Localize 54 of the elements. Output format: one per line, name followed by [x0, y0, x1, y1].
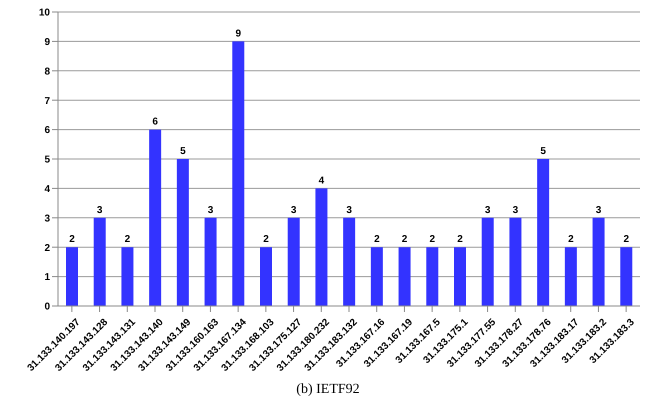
bar — [592, 218, 605, 306]
bar — [149, 130, 162, 306]
data-label: 2 — [402, 234, 408, 246]
data-label: 4 — [318, 175, 325, 186]
bar — [370, 247, 383, 306]
bar — [398, 247, 411, 306]
bar — [176, 159, 189, 306]
y-tick-label: 6 — [44, 125, 50, 136]
data-label: 3 — [484, 204, 491, 216]
text: (b) IETF92 — [295, 382, 361, 398]
y-tick-label: 5 — [44, 154, 50, 166]
bar — [204, 218, 217, 306]
data-label: 6 — [152, 116, 158, 128]
bar — [260, 247, 272, 306]
bar — [94, 218, 106, 306]
y-tick-label: 9 — [44, 36, 50, 48]
data-label: 9 — [236, 28, 242, 40]
y-tick-label: 4 — [44, 184, 50, 195]
data-label: 3 — [346, 204, 352, 216]
bar — [564, 247, 577, 306]
bar — [288, 218, 300, 306]
bar — [454, 247, 466, 306]
bar — [343, 218, 356, 306]
data-label: 3 — [512, 204, 519, 216]
data-label: 3 — [208, 204, 214, 216]
data-label: 2 — [568, 234, 574, 246]
data-label: 2 — [457, 234, 464, 246]
bar — [66, 247, 78, 306]
bar — [620, 247, 632, 306]
data-label: 2 — [430, 234, 436, 246]
bar — [509, 218, 522, 306]
data-label: 3 — [290, 204, 297, 216]
data-label: 3 — [96, 204, 103, 216]
data-label: 2 — [624, 234, 630, 246]
bar — [426, 247, 438, 306]
bar — [232, 41, 244, 306]
bar — [315, 188, 328, 306]
bar — [537, 159, 550, 306]
data-label: 3 — [596, 204, 602, 216]
y-tick-label: 2 — [44, 242, 50, 254]
y-tick-label: 10 — [38, 8, 50, 19]
data-label: 2 — [374, 234, 380, 246]
y-tick-label: 7 — [44, 96, 50, 107]
bar — [121, 247, 134, 306]
y-tick-label: 8 — [44, 66, 50, 78]
y-tick-label: 0 — [44, 302, 50, 313]
data-label: 5 — [540, 146, 546, 157]
data-label: 2 — [263, 234, 270, 246]
y-tick-label: 1 — [44, 272, 50, 284]
data-label: 5 — [180, 146, 186, 157]
data-label: 2 — [124, 234, 131, 246]
bar — [482, 218, 494, 306]
y-tick-label: 3 — [44, 213, 50, 224]
data-label: 2 — [69, 234, 76, 246]
